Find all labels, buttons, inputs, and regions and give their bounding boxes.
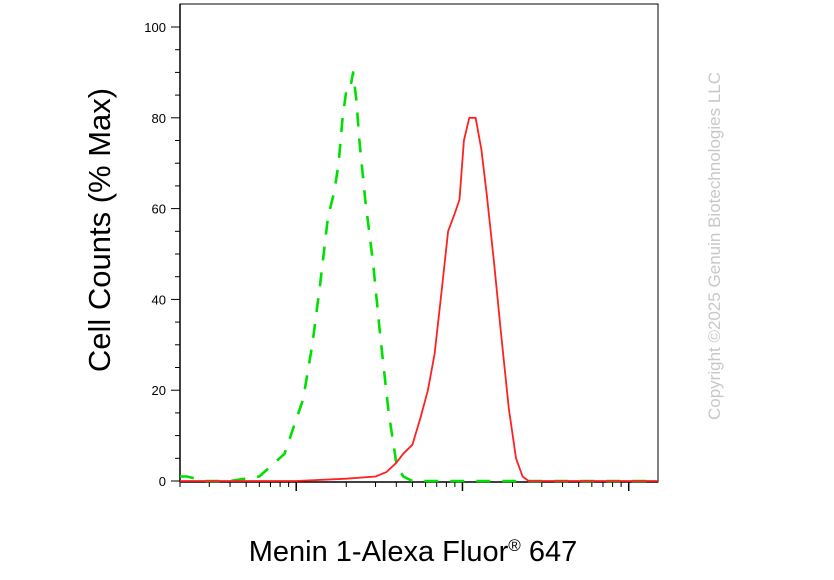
x-axis-title-suffix: 647 [521, 536, 577, 568]
y-tick-label: 0 [159, 474, 166, 489]
y-tick-label: 80 [152, 111, 166, 126]
y-tick-label: 40 [152, 292, 166, 307]
plot-frame [179, 3, 659, 483]
y-tick-label: 20 [152, 383, 166, 398]
y-tick-label: 100 [144, 20, 166, 35]
x-axis-title-superscript: ® [508, 536, 521, 555]
y-tick-label: 60 [152, 202, 166, 217]
sample-series-line [180, 116, 658, 482]
y-axis-title: Cell Counts (% Max) [82, 88, 117, 372]
x-axis-title-main: Menin 1-Alexa Fluor [249, 536, 509, 568]
control-series-line [180, 71, 658, 483]
copyright-watermark: Copyright ©2025 Genuin Biotechnologies L… [705, 72, 724, 420]
x-axis-title: Menin 1-Alexa Fluor® 647 [249, 536, 577, 568]
